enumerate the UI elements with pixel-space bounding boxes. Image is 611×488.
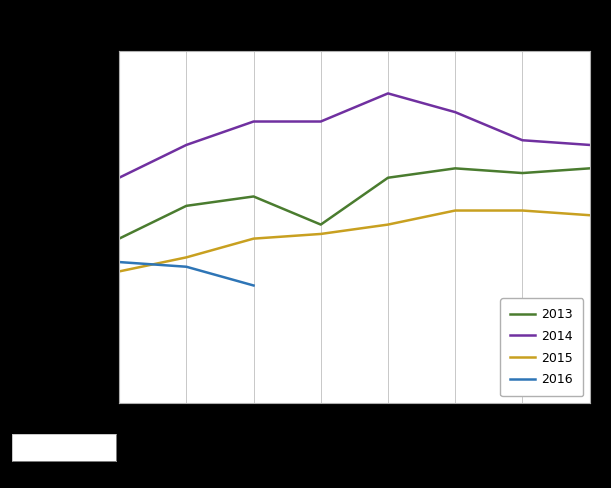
2013 xyxy=(317,222,324,227)
2015 xyxy=(384,222,392,227)
2013 xyxy=(586,165,593,171)
2015 xyxy=(115,268,123,274)
Line: 2015: 2015 xyxy=(119,210,590,271)
2015 xyxy=(250,236,257,242)
2014 xyxy=(250,119,257,124)
2014 xyxy=(586,142,593,148)
Text: 0: 0 xyxy=(121,442,129,454)
Legend: 2013, 2014, 2015, 2016: 2013, 2014, 2015, 2016 xyxy=(500,298,584,396)
2016 xyxy=(115,259,123,265)
2014 xyxy=(384,90,392,96)
Line: 2014: 2014 xyxy=(119,93,590,178)
2013 xyxy=(250,194,257,200)
2015 xyxy=(519,207,526,213)
Line: 2016: 2016 xyxy=(119,262,254,285)
2014 xyxy=(519,137,526,143)
2014 xyxy=(317,119,324,124)
2016 xyxy=(250,283,257,288)
Line: 2013: 2013 xyxy=(119,168,590,239)
2013 xyxy=(452,165,459,171)
2016 xyxy=(183,264,190,270)
2013 xyxy=(519,170,526,176)
2014 xyxy=(115,175,123,181)
2014 xyxy=(452,109,459,115)
2015 xyxy=(317,231,324,237)
2013 xyxy=(384,175,392,181)
2013 xyxy=(115,236,123,242)
2015 xyxy=(452,207,459,213)
2013 xyxy=(183,203,190,209)
2015 xyxy=(183,254,190,260)
2014 xyxy=(183,142,190,148)
2015 xyxy=(586,212,593,218)
